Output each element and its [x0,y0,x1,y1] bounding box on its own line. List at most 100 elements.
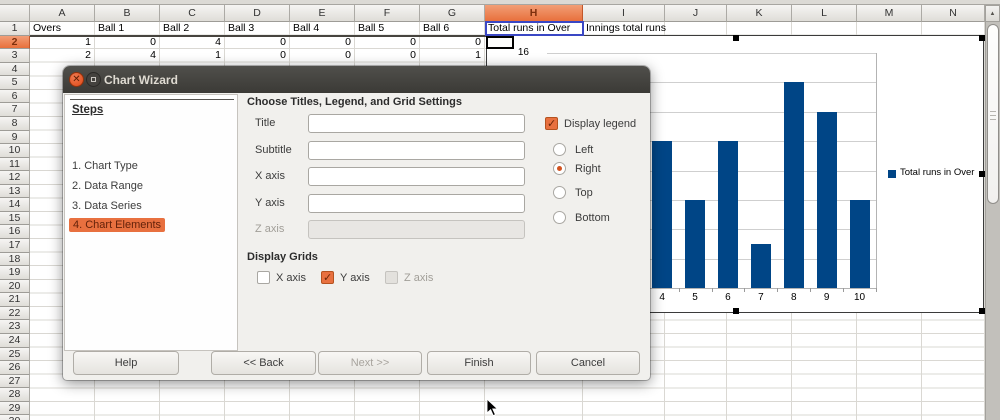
x-axis-input[interactable] [308,167,525,186]
cell-g3[interactable]: 1 [475,49,481,62]
row-header-9[interactable]: 9 [0,130,30,145]
row-header-4[interactable]: 4 [0,62,30,77]
row-header-20[interactable]: 20 [0,279,30,294]
column-header-k[interactable]: K [727,5,792,22]
selection-handle[interactable] [733,308,739,314]
cell-d3[interactable]: 0 [280,49,286,62]
cell-h1[interactable]: Total runs in Over [488,22,571,34]
column-header-h[interactable]: H [485,5,583,22]
title-input[interactable] [308,114,525,133]
row-header-17[interactable]: 17 [0,239,30,253]
display-legend-checkbox[interactable] [545,117,558,130]
row-header-15[interactable]: 15 [0,211,30,226]
cell-b3[interactable]: 4 [150,49,156,62]
wizard-step-1[interactable]: 1. Chart Type [72,160,138,172]
bar-over-8 [783,82,804,288]
cell-f1[interactable]: Ball 5 [358,22,385,34]
cell-c3[interactable]: 1 [215,49,221,62]
grid-x-axis-checkbox[interactable] [257,271,270,284]
selection-handle[interactable] [733,35,739,41]
cell-b1[interactable]: Ball 1 [98,22,125,34]
row-header-2[interactable]: 2 [0,35,30,50]
column-header-i[interactable]: I [583,5,665,22]
row-header-18[interactable]: 18 [0,252,30,267]
cell-d2[interactable]: 0 [280,35,286,48]
column-header-g[interactable]: G [420,5,485,22]
column-header-a[interactable]: A [30,5,95,22]
row-header-6[interactable]: 6 [0,89,30,104]
vertical-scrollbar-thumb[interactable] [986,24,999,204]
row-header-8[interactable]: 8 [0,116,30,131]
subtitle-input[interactable] [308,141,525,160]
row-header-14[interactable]: 14 [0,198,30,212]
cell-f2[interactable]: 0 [410,35,416,48]
dialog-titlebar[interactable]: ✕ Chart Wizard [63,66,650,93]
row-header-11[interactable]: 11 [0,157,30,172]
legend-position-right-radio[interactable] [553,162,566,175]
row-header-16[interactable]: 16 [0,225,30,240]
row-header-23[interactable]: 23 [0,320,30,334]
row-header-10[interactable]: 10 [0,144,30,158]
column-header-n[interactable]: N [922,5,985,22]
row-header-5[interactable]: 5 [0,76,30,90]
column-header-b[interactable]: B [95,5,160,22]
row-header-28[interactable]: 28 [0,388,30,402]
column-header-e[interactable]: E [290,5,355,22]
cell-g1[interactable]: Ball 6 [423,22,450,34]
row-header-3[interactable]: 3 [0,49,30,63]
column-header-l[interactable]: L [792,5,857,22]
column-header-d[interactable]: D [225,5,290,22]
row-header-19[interactable]: 19 [0,266,30,280]
help-button[interactable]: Help [73,351,179,375]
cell-b2[interactable]: 0 [150,35,156,48]
y-axis-input[interactable] [308,194,525,213]
cell-c1[interactable]: Ball 2 [163,22,190,34]
column-header-c[interactable]: C [160,5,225,22]
row-header-21[interactable]: 21 [0,293,30,307]
row-header-13[interactable]: 13 [0,184,30,199]
maximize-icon[interactable] [86,72,101,87]
row-header-7[interactable]: 7 [0,103,30,117]
selection-handle[interactable] [979,308,985,314]
row-header-22[interactable]: 22 [0,306,30,321]
back-button[interactable]: << Back [211,351,316,375]
cell-i1[interactable]: Innings total runs [586,22,666,34]
column-header-f[interactable]: F [355,5,420,22]
row-header-27[interactable]: 27 [0,374,30,389]
wizard-step-2[interactable]: 2. Data Range [72,180,143,192]
bar-over-9 [816,111,837,288]
cell-e3[interactable]: 0 [345,49,351,62]
scrollbar-up-button[interactable]: ▲ [985,5,1000,22]
close-icon[interactable]: ✕ [69,72,84,87]
legend-position-top-radio[interactable] [553,186,566,199]
column-header-m[interactable]: M [857,5,922,22]
cell-c2[interactable]: 4 [215,35,221,48]
wizard-step-4[interactable]: 4. Chart Elements [69,218,166,232]
cell-a2[interactable]: 1 [85,35,91,48]
column-header-j[interactable]: J [665,5,727,22]
row-header-1[interactable]: 1 [0,22,30,36]
cell-e2[interactable]: 0 [345,35,351,48]
cell-f3[interactable]: 0 [410,49,416,62]
legend-position-left-radio[interactable] [553,143,566,156]
cell-e1[interactable]: Ball 4 [293,22,320,34]
selection-handle[interactable] [979,171,985,177]
row-header-30[interactable]: 30 [0,415,30,420]
row-header-25[interactable]: 25 [0,347,30,362]
grid-y-axis-checkbox[interactable] [321,271,334,284]
row-header-24[interactable]: 24 [0,334,30,348]
selection-handle[interactable] [979,35,985,41]
row-header-26[interactable]: 26 [0,361,30,375]
cell-d1[interactable]: Ball 3 [228,22,255,34]
finish-button[interactable]: Finish [427,351,531,375]
wizard-step-3[interactable]: 3. Data Series [72,200,142,212]
cell-a3[interactable]: 2 [85,49,91,62]
row-header-29[interactable]: 29 [0,401,30,416]
cell-g2[interactable]: 0 [475,35,481,48]
cell-a1[interactable]: Overs [33,22,62,34]
row-header-12[interactable]: 12 [0,171,30,185]
cancel-button[interactable]: Cancel [536,351,640,375]
x-axis-label-5: 5 [692,292,698,303]
select-all-corner[interactable] [0,5,30,22]
legend-position-bottom-radio[interactable] [553,211,566,224]
